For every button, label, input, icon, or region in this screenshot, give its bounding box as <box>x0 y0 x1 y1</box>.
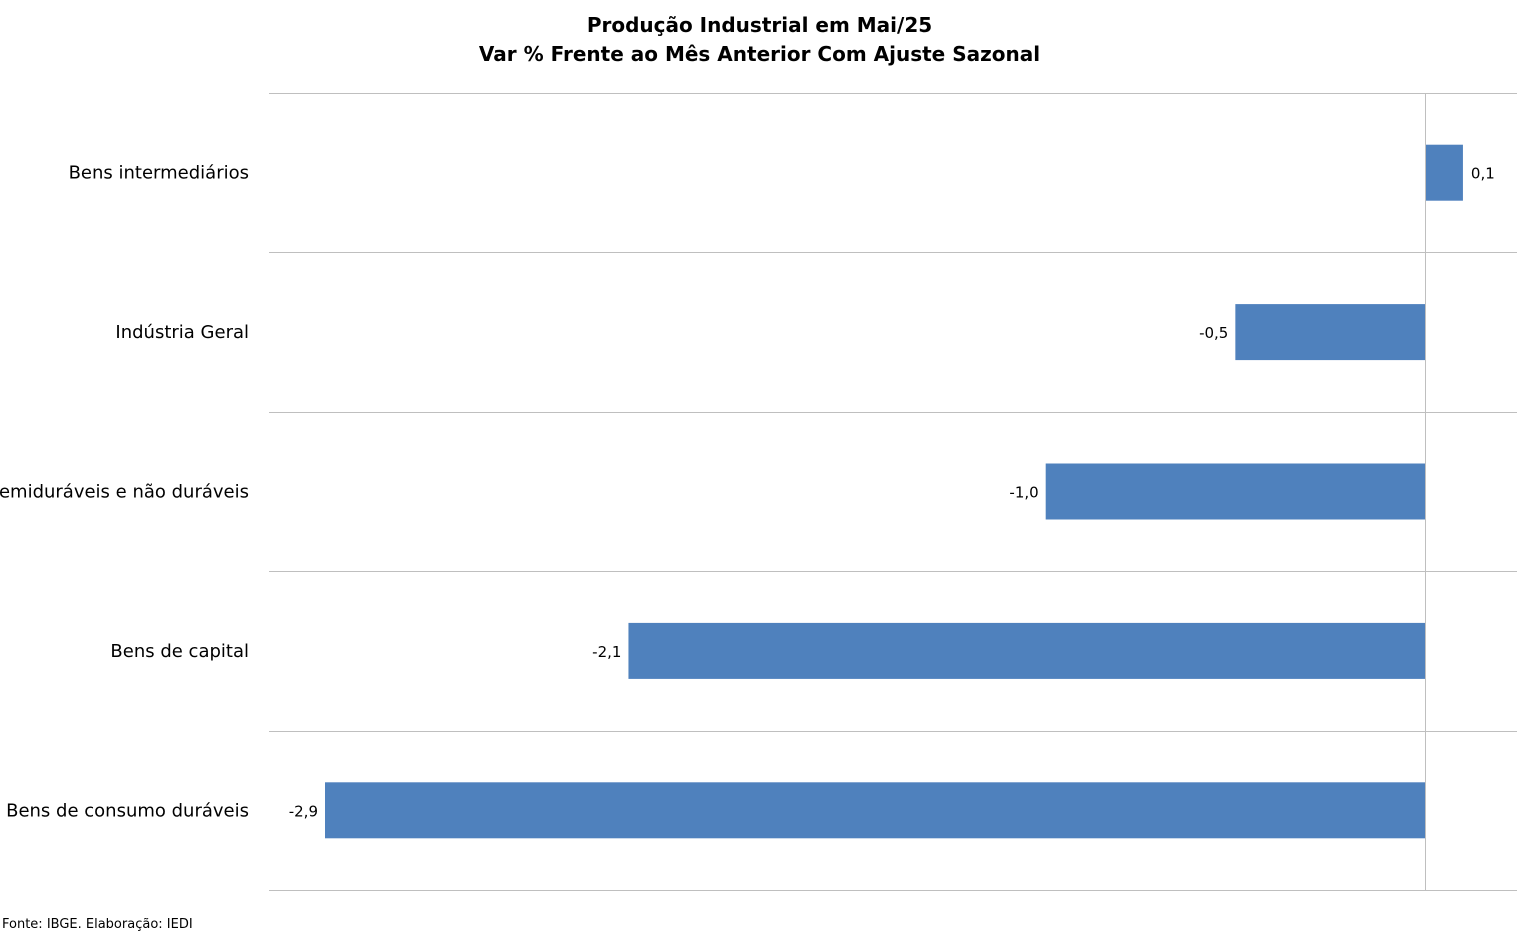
data-label: -0,5 <box>1199 324 1228 342</box>
category-label: Semiduráveis e não duráveis <box>0 482 249 503</box>
bar <box>628 622 1425 679</box>
bar <box>325 782 1425 839</box>
bar <box>1045 463 1425 520</box>
data-label: -2,9 <box>289 802 318 820</box>
data-label: -1,0 <box>1009 484 1038 502</box>
source-note: Fonte: IBGE. Elaboração: IEDI <box>2 917 193 932</box>
category-label: Bens de capital <box>110 641 249 662</box>
chart-subtitle: Var % Frente ao Mês Anterior Com Ajuste … <box>478 42 1041 66</box>
category-label: Bens de consumo duráveis <box>6 800 249 821</box>
category-label: Indústria Geral <box>115 322 249 343</box>
chart-title: Produção Industrial em Mai/25 <box>586 13 933 37</box>
bar <box>1235 304 1425 361</box>
category-label: Bens intermediários <box>69 163 249 184</box>
bar <box>1425 144 1463 201</box>
data-label: -2,1 <box>592 643 621 661</box>
data-label: 0,1 <box>1471 165 1495 183</box>
